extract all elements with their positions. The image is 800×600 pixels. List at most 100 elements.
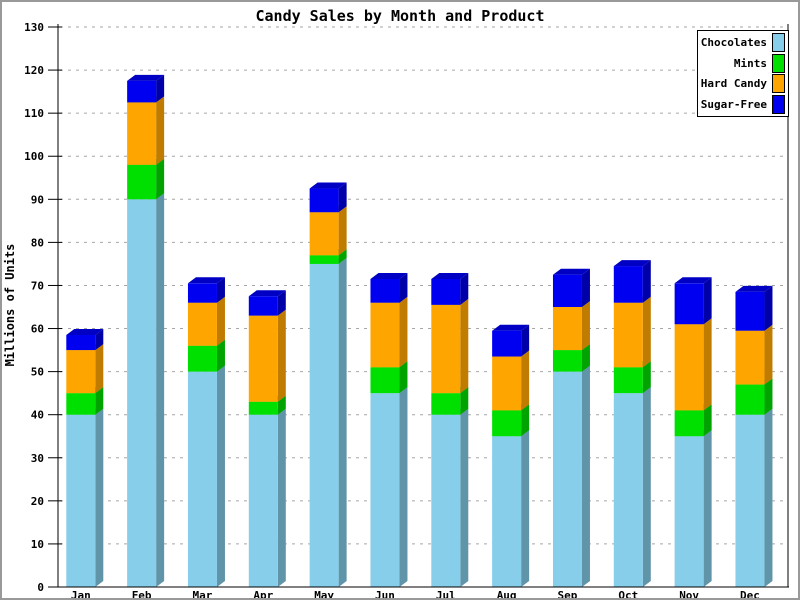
bar-segment: [552, 274, 582, 307]
bar-segment-side: [581, 268, 590, 307]
bar-segment-side: [764, 285, 773, 331]
bar-segment-top: [431, 273, 469, 279]
x-tick-label: Sep: [558, 589, 578, 600]
x-tick-label: Mar: [193, 589, 213, 600]
bar-segment: [492, 410, 522, 437]
y-tick-label: 120: [24, 64, 44, 77]
bar-segment-top: [66, 329, 104, 335]
bar-segment: [492, 330, 522, 357]
bar-segment-top: [309, 182, 347, 189]
bar-segment: [66, 350, 96, 394]
bar-segment-side: [216, 296, 225, 346]
bar-segment-top: [492, 324, 530, 331]
bar-segment-side: [764, 378, 773, 415]
bar-segment-side: [216, 365, 225, 587]
bar-segment-side: [642, 361, 651, 394]
bar-segment: [309, 188, 339, 213]
bar-segment: [127, 199, 157, 588]
bar-segment: [187, 345, 217, 372]
bar-segment: [66, 335, 96, 351]
bar-segment: [674, 324, 704, 411]
bar-segment-side: [703, 318, 712, 411]
bar-segment: [187, 283, 217, 303]
bar-segment: [248, 401, 278, 415]
legend-swatch: [772, 33, 785, 53]
bar-segment: [309, 212, 339, 256]
bar-segment: [735, 291, 765, 331]
bar-segment: [613, 367, 643, 394]
y-tick-label: 40: [31, 409, 44, 422]
bar-segment: [613, 266, 643, 303]
bar-segment: [187, 371, 217, 587]
bar-segment: [127, 80, 157, 103]
y-tick-label: 110: [24, 107, 44, 120]
bar-segment-side: [156, 158, 165, 200]
bar-segment-side: [338, 257, 347, 587]
x-tick-label: Nov: [679, 589, 699, 600]
bar-segment-side: [581, 344, 590, 372]
bar-segment-top: [735, 285, 773, 292]
y-tick-label: 10: [31, 538, 44, 551]
bar-segment-side: [277, 290, 286, 316]
bar-segment-top: [613, 260, 651, 267]
bar-segment: [674, 283, 704, 325]
bar-segment-side: [642, 387, 651, 587]
bar-segment-top: [127, 74, 165, 81]
bar-segment-top: [248, 290, 286, 297]
bar-segment: [431, 393, 461, 415]
chart-title: Candy Sales by Month and Product: [255, 7, 545, 25]
legend-swatch: [772, 74, 785, 94]
y-tick-label: 70: [31, 279, 44, 292]
bar-segment-top: [552, 268, 590, 275]
bar-segment-side: [521, 404, 530, 437]
bar-segment-top: [674, 277, 712, 284]
bar-segment-side: [277, 309, 286, 402]
bar-segment-side: [460, 408, 469, 587]
bar-segment-side: [95, 329, 104, 351]
bar-segment: [492, 356, 522, 411]
bar-segment-side: [521, 430, 530, 587]
x-tick-label: Aug: [497, 589, 517, 600]
bar-segment-side: [521, 350, 530, 411]
bar-segment-side: [277, 395, 286, 415]
bar-segment-side: [216, 277, 225, 303]
bar-segment-side: [642, 260, 651, 303]
bar-segment: [735, 414, 765, 587]
bar-segment-side: [277, 408, 286, 587]
legend-row: Chocolates: [701, 33, 785, 53]
bar-segment: [552, 350, 582, 372]
bar-segment: [66, 414, 96, 587]
bar-segment: [309, 263, 339, 587]
legend-row: Sugar-Free: [701, 94, 785, 115]
y-tick-label: 100: [24, 150, 44, 163]
bar-segment: [613, 393, 643, 587]
bar-segment: [370, 367, 400, 394]
x-tick-label: Jan: [71, 589, 91, 600]
bar-segment-top: [370, 273, 408, 279]
bar-segment-side: [642, 296, 651, 368]
y-tick-label: 90: [31, 193, 44, 206]
bar-segment-side: [764, 324, 773, 385]
x-tick-label: Jun: [375, 589, 395, 600]
bar-segment-side: [460, 273, 469, 305]
bar-segment-side: [399, 387, 408, 587]
y-tick-label: 130: [24, 21, 44, 34]
bar-segment: [492, 436, 522, 587]
legend-row: Mints: [701, 53, 785, 74]
bar-segment-top: [187, 277, 225, 284]
bar-segment-side: [399, 361, 408, 394]
bar-segment: [431, 279, 461, 305]
y-tick-label: 80: [31, 236, 44, 249]
bar-segment: [66, 393, 96, 415]
legend-swatch: [772, 94, 785, 114]
bar-segment: [552, 371, 582, 587]
bar-segment-side: [216, 339, 225, 372]
x-tick-label: May: [314, 589, 334, 600]
bar-segment: [309, 255, 339, 264]
bar-segment: [674, 436, 704, 587]
legend-label: Chocolates: [700, 36, 767, 50]
bar-segment-side: [703, 277, 712, 325]
legend-row: Hard Candy: [701, 74, 785, 94]
bar-segment-side: [460, 387, 469, 415]
